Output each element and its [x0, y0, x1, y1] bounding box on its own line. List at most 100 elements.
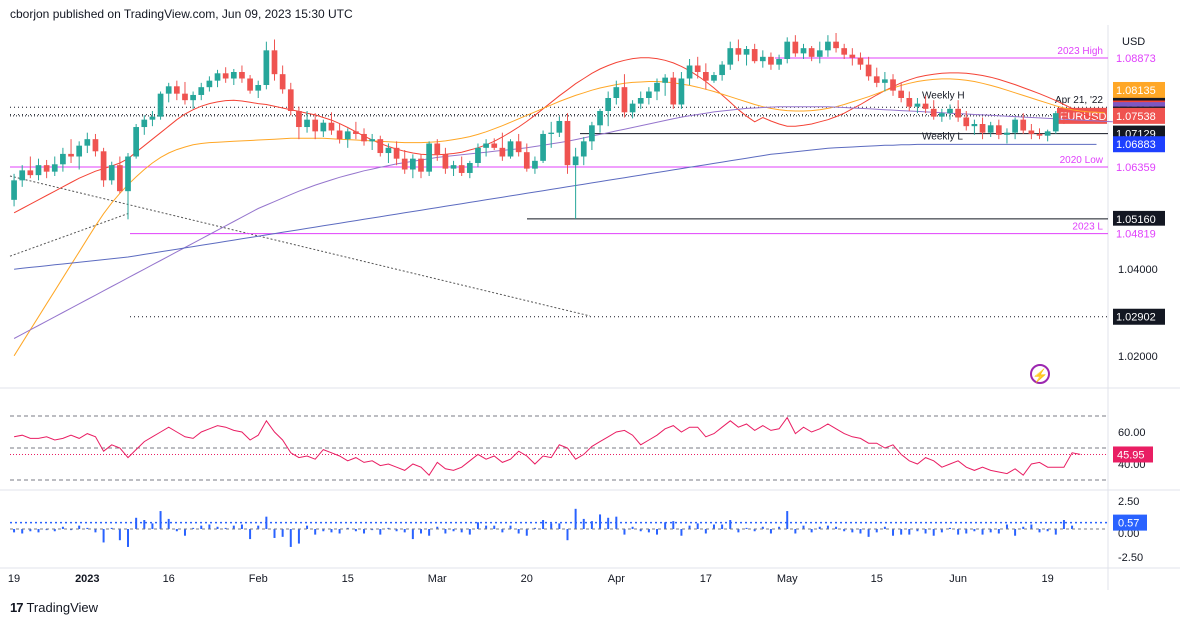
level-label-10: 2020 Low: [1060, 155, 1104, 166]
time-axis-label-6: 20: [521, 573, 533, 585]
price-tag-13: 1.02902: [1113, 308, 1165, 325]
time-axis-label-3: Feb: [249, 573, 268, 585]
rsi-current-tag-bg: [1113, 446, 1153, 463]
price-axis-label-0: 1.04000: [1118, 264, 1158, 276]
candle-body-43: [361, 133, 367, 142]
candle-body-127: [1044, 131, 1051, 136]
candle-body-8: [76, 145, 83, 157]
candle-body-52: [434, 143, 441, 155]
candle-body-71: [589, 125, 595, 142]
candle-body-41: [344, 131, 351, 140]
sma-50-line: [13, 78, 1105, 357]
candle-body-74: [613, 87, 620, 98]
time-axis-label-8: 17: [700, 573, 712, 585]
candle-body-80: [662, 77, 668, 83]
time-axis-label-1: 2023: [75, 573, 99, 585]
candle-body-34: [287, 89, 294, 111]
candle-body-83: [686, 65, 693, 79]
candle-body-40: [336, 130, 343, 140]
candle-body-56: [466, 163, 473, 173]
price-tag-text-11: 1.05160: [1116, 214, 1156, 226]
candles-group: [11, 33, 1067, 220]
time-axis-label-7: Apr: [608, 573, 625, 585]
candle-body-59: [491, 143, 498, 148]
candle-body-26: [222, 73, 229, 79]
candle-body-120: [987, 125, 994, 133]
candle-body-67: [556, 120, 563, 133]
price-tag-9: 1.06883: [1113, 136, 1165, 153]
candle-body-63: [523, 152, 530, 169]
price-tag-text-10: 1.06359: [1116, 162, 1156, 174]
sma-20-line: [13, 57, 1105, 214]
candle-body-28: [239, 72, 245, 79]
candle-body-111: [914, 103, 921, 107]
candle-body-117: [963, 117, 970, 127]
candle-body-70: [580, 141, 587, 157]
candle-body-53: [442, 154, 449, 169]
candle-body-73: [605, 98, 612, 111]
candle-body-125: [1028, 130, 1035, 134]
footer-brand: TradingView: [26, 600, 99, 615]
trendline-ascending: [9, 212, 131, 257]
candle-body-123: [1012, 119, 1018, 133]
level-label-3: Apr 21, '22: [1055, 95, 1103, 106]
candle-body-5: [51, 164, 58, 172]
currency-label: USD: [1122, 36, 1145, 48]
time-axis-label-5: Mar: [428, 573, 447, 585]
candle-body-13: [117, 165, 123, 192]
candle-body-35: [296, 111, 302, 128]
candle-body-121: [995, 125, 1002, 135]
candle-body-42: [353, 131, 359, 134]
candle-body-82: [678, 78, 685, 105]
candle-body-98: [808, 48, 815, 57]
candle-body-110: [906, 98, 913, 107]
time-axis-label-4: 15: [342, 573, 354, 585]
candle-body-84: [694, 65, 701, 72]
candle-body-101: [833, 41, 839, 49]
candle-body-61: [507, 141, 514, 157]
candle-body-11: [100, 151, 107, 181]
price-tag-bg-7: [1113, 107, 1165, 124]
macd-current-tag: 0.57: [1118, 518, 1139, 530]
candle-body-122: [1004, 132, 1010, 135]
tradingview-logo-icon: 17: [10, 600, 24, 615]
price-axis-label-1: 1.02000: [1118, 351, 1158, 363]
candle-body-2: [27, 170, 34, 176]
candle-body-99: [816, 50, 823, 57]
candle-body-118: [971, 124, 978, 127]
candle-body-72: [597, 111, 603, 126]
candle-body-95: [784, 41, 791, 59]
price-tag-12: 1.04819: [1113, 225, 1165, 242]
candle-body-106: [873, 76, 880, 83]
time-axis-label-2: 16: [163, 573, 175, 585]
candle-body-108: [890, 79, 896, 91]
lightning-bolt-icon[interactable]: ⚡: [1030, 364, 1050, 384]
candle-body-20: [173, 86, 180, 94]
time-axis-label-11: Jun: [949, 573, 967, 585]
candle-body-54: [450, 165, 457, 169]
price-tag-text-12: 1.04819: [1116, 229, 1156, 241]
candle-body-44: [369, 139, 376, 142]
candle-body-25: [214, 73, 221, 81]
candle-body-16: [141, 119, 148, 128]
candle-body-21: [182, 93, 188, 101]
price-tag-0: 1.08873: [1113, 50, 1165, 67]
price-tag-11: 1.05160: [1113, 210, 1165, 227]
candle-body-24: [206, 80, 213, 88]
candle-body-22: [190, 94, 196, 101]
sma-100-line: [13, 106, 1113, 339]
sma-200-line: [14, 143, 1097, 270]
rsi-line: [14, 416, 1081, 476]
candle-body-114: [939, 113, 945, 117]
candle-body-48: [401, 158, 408, 170]
macd-axis-label-1: 0.00: [1118, 528, 1139, 540]
candle-body-17: [149, 116, 156, 120]
price-tag-10: 1.06359: [1113, 158, 1165, 175]
candle-body-50: [418, 158, 424, 172]
price-tag-text-1: 1.08135: [1116, 85, 1156, 97]
candle-body-45: [377, 139, 384, 154]
candle-body-60: [499, 147, 506, 157]
candle-body-4: [43, 165, 50, 172]
candle-body-97: [800, 48, 807, 54]
